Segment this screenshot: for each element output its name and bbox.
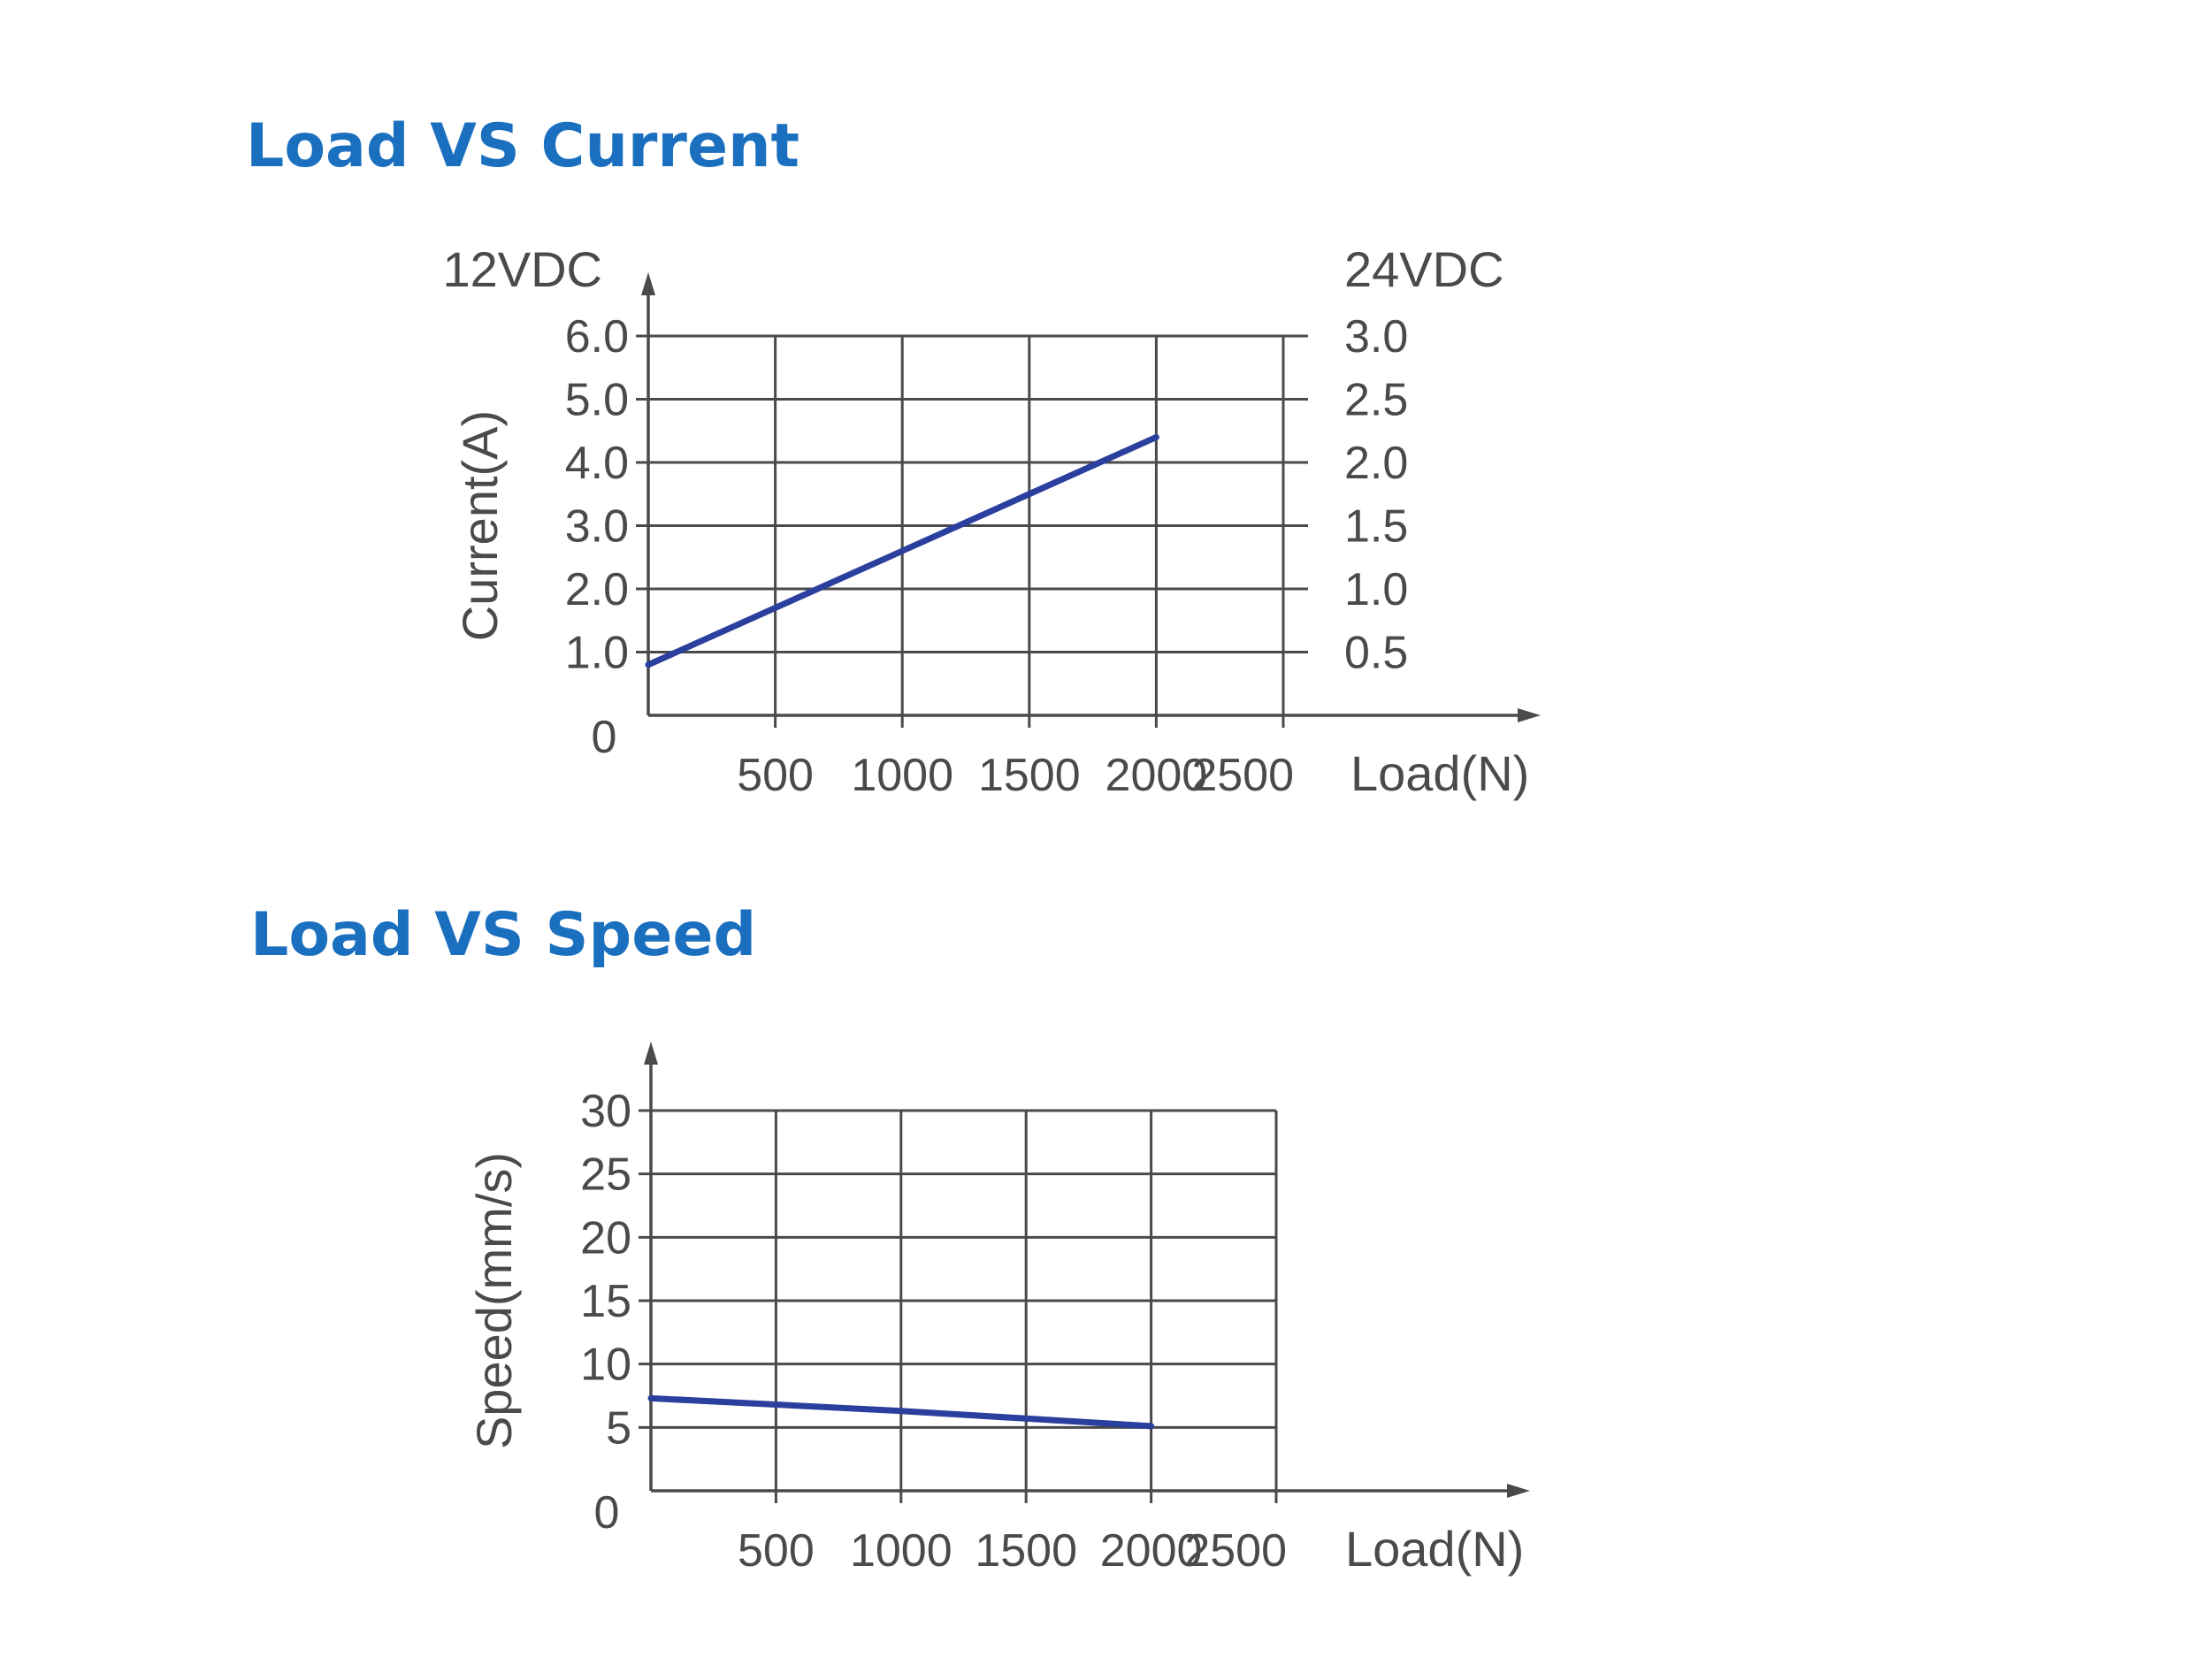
y-tick-label: 2.0 [565, 564, 629, 615]
x-tick-label: 2000 [1100, 1525, 1203, 1577]
y-right-tick-label: 1.5 [1344, 501, 1408, 553]
x-axis-arrow [1507, 1484, 1530, 1498]
y-tick-label: 25 [580, 1149, 631, 1201]
chart-title-current: Load VS Current [246, 111, 799, 181]
y-tick-label: 5.0 [565, 375, 629, 426]
y-tick-label: 5 [606, 1402, 631, 1454]
x-axis-label: Load(N) [1350, 745, 1529, 801]
y-axis-label: Current(A) [452, 410, 508, 641]
x-tick-label: 2000 [1106, 750, 1208, 801]
x-axis-label: Load(N) [1345, 1521, 1524, 1577]
x-tick-label: 1000 [850, 1525, 952, 1577]
y-right-tick-label: 2.0 [1344, 438, 1408, 489]
y-origin-label: 0 [594, 1487, 620, 1539]
y-tick-label: 15 [580, 1276, 631, 1327]
x-tick-label: 2500 [1184, 1525, 1287, 1577]
y-axis-label: Speed(mm/s) [466, 1152, 522, 1449]
x-axis-arrow [1518, 708, 1541, 722]
x-tick-label: 1000 [851, 750, 953, 801]
y-tick-label: 3.0 [565, 501, 629, 553]
y-axis-arrow [641, 272, 655, 295]
x-tick-label: 1500 [975, 1525, 1077, 1577]
y-left-header: 12VDC [442, 241, 602, 297]
y-tick-label: 6.0 [565, 311, 629, 363]
y-tick-label: 4.0 [565, 438, 629, 489]
x-tick-label: 1500 [978, 750, 1081, 801]
y-tick-label: 30 [580, 1086, 631, 1137]
x-tick-label: 2500 [1191, 750, 1294, 801]
chart-title-speed: Load VS Speed [250, 900, 757, 970]
series-line [647, 1394, 1155, 1430]
y-right-header: 24VDC [1344, 241, 1504, 297]
x-tick-label: 500 [738, 1525, 815, 1577]
y-right-tick-label: 1.0 [1344, 564, 1408, 615]
x-tick-label: 500 [737, 750, 814, 801]
y-origin-label: 0 [592, 712, 617, 763]
y-tick-label: 1.0 [565, 628, 629, 679]
y-right-tick-label: 0.5 [1344, 628, 1408, 679]
series-line [645, 433, 1159, 668]
y-right-tick-label: 2.5 [1344, 375, 1408, 426]
y-right-tick-label: 3.0 [1344, 311, 1408, 363]
y-tick-label: 10 [580, 1340, 631, 1391]
y-axis-arrow [644, 1042, 658, 1065]
y-tick-label: 20 [580, 1212, 631, 1264]
